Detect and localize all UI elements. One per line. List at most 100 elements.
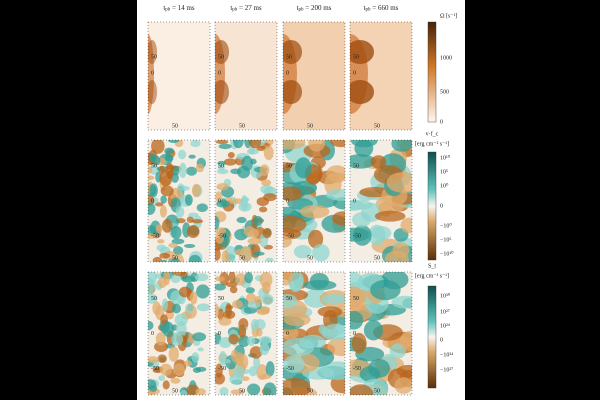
structure <box>168 346 179 362</box>
panel <box>350 140 412 262</box>
structure <box>389 343 407 359</box>
structure <box>159 170 172 187</box>
y-tick-label: 0 <box>286 70 289 76</box>
panel-frame <box>214 21 278 131</box>
structure <box>350 154 376 169</box>
header-rest: = 200 ms <box>304 4 332 12</box>
y-tick-label: -50 <box>218 366 226 372</box>
structure <box>265 257 274 262</box>
lobe <box>148 40 157 64</box>
structure <box>148 293 158 304</box>
column-header: tpb = 200 ms <box>297 4 332 13</box>
structure <box>399 330 412 352</box>
structure <box>215 215 220 230</box>
colorbar <box>427 151 437 261</box>
structure <box>171 333 184 346</box>
lobe <box>215 40 229 64</box>
header-sub: pb <box>232 8 238 13</box>
structure <box>196 284 210 299</box>
structure <box>263 145 274 161</box>
colorbar <box>427 21 437 123</box>
structure <box>176 321 187 338</box>
structure <box>162 321 174 338</box>
structure <box>171 238 185 245</box>
panel <box>283 22 345 130</box>
structure <box>238 335 250 348</box>
structure <box>152 155 161 166</box>
structure <box>192 332 207 342</box>
x-tick-label: 50 <box>172 255 178 261</box>
colorbar-tick-label: 10¹⁰ <box>440 154 451 161</box>
structure <box>386 172 412 193</box>
structure <box>195 273 209 282</box>
structure <box>221 250 230 262</box>
structure <box>283 235 292 248</box>
structure <box>149 385 158 392</box>
structure <box>230 349 239 363</box>
structure <box>250 318 260 332</box>
panel-frame <box>147 271 211 396</box>
colorbar-tick-label: 0 <box>440 119 443 125</box>
header-sub: pb <box>299 8 305 13</box>
structure <box>350 384 374 395</box>
structure <box>171 303 182 314</box>
structure <box>178 286 192 298</box>
structure <box>189 291 198 305</box>
column-header: tpb = 14 ms <box>163 4 195 13</box>
structure <box>354 140 374 158</box>
column-header: tpb = 660 ms <box>364 4 399 13</box>
structure <box>263 382 277 395</box>
header-t: t <box>163 4 165 12</box>
colorbar <box>427 285 437 389</box>
structure <box>258 206 268 213</box>
structure <box>215 227 227 234</box>
structure <box>317 306 343 318</box>
y-tick-label: 50 <box>353 296 359 302</box>
lobe <box>283 40 302 64</box>
y-tick-label: 50 <box>151 54 157 60</box>
structure <box>162 218 173 233</box>
structure <box>309 272 329 289</box>
structure <box>254 295 262 306</box>
structure <box>196 203 208 213</box>
structure <box>300 204 330 219</box>
structure <box>233 140 244 149</box>
structure <box>215 247 221 261</box>
structure <box>173 246 184 256</box>
panel <box>283 272 345 395</box>
structure <box>321 293 345 305</box>
x-tick-label: 50 <box>307 123 313 129</box>
colorbar-tick-label: 10²⁴ <box>440 323 450 329</box>
structure <box>391 295 412 309</box>
structure <box>191 219 204 224</box>
structure <box>263 193 277 202</box>
structure <box>181 275 196 283</box>
structure <box>352 225 372 246</box>
colorbar-tick-label: 10³⁰ <box>440 292 451 299</box>
structure <box>184 194 193 206</box>
y-tick-label: -50 <box>286 366 294 372</box>
colorbar-tick-label: −10⁰ <box>440 222 452 229</box>
structure <box>148 165 153 174</box>
structure <box>154 202 164 207</box>
structure <box>228 272 236 284</box>
structure <box>327 336 345 357</box>
x-tick-label: 50 <box>374 123 380 129</box>
panel <box>148 22 210 130</box>
structure <box>196 303 210 312</box>
structure <box>352 212 372 228</box>
structure <box>350 199 373 210</box>
structure <box>186 166 198 176</box>
structure <box>249 346 263 359</box>
structure <box>283 293 298 309</box>
panel-bg <box>215 22 277 130</box>
structure <box>228 334 239 345</box>
structure <box>175 206 185 218</box>
structure <box>255 327 263 337</box>
structure <box>164 154 174 162</box>
structure <box>162 380 170 390</box>
structure <box>215 191 223 203</box>
structure <box>168 242 178 248</box>
structure <box>180 389 188 395</box>
